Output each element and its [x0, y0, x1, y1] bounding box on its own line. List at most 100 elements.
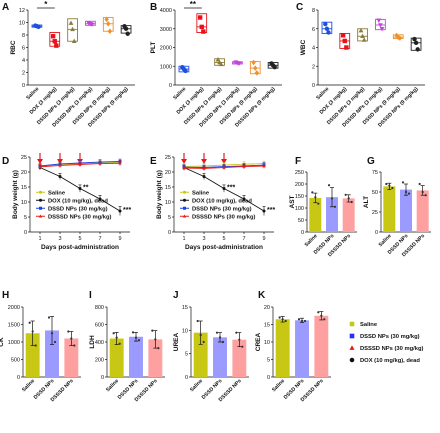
data-point: [112, 332, 115, 335]
data-point: [330, 197, 334, 200]
y-tick-label: 20: [21, 170, 27, 176]
y-tick-label: 2000: [160, 46, 172, 52]
data-point: [70, 337, 73, 340]
y-tick-label: 0: [169, 83, 172, 89]
y-tick-label: 25: [165, 155, 171, 161]
panel-label: K: [258, 290, 266, 301]
y-tick-label: 10: [264, 340, 270, 346]
legend-entry: DSSD NPs (30 mg/kg): [48, 206, 108, 212]
data-point: [251, 59, 256, 66]
y-tick-label: 1000: [8, 340, 20, 346]
data-point: [118, 342, 121, 345]
significance-label: ***: [123, 207, 131, 214]
data-point: [300, 319, 304, 323]
y-tick-label: 400: [95, 340, 104, 346]
x-category-label: Saline: [189, 378, 204, 393]
data-point: [242, 197, 246, 201]
data-point: [202, 175, 206, 178]
y-tick-label: 0: [312, 83, 315, 89]
y-tick-label: 200: [95, 358, 104, 364]
y-tick-label: 100: [295, 206, 304, 212]
bar: [416, 190, 429, 232]
y-axis-label: Body weight (g): [12, 170, 19, 219]
bar: [400, 189, 412, 232]
bar: [295, 320, 309, 377]
data-point: [106, 21, 111, 27]
y-axis-label: UREA: [173, 332, 180, 351]
y-tick-label: 1000: [160, 64, 172, 70]
legend-shared: Saline DSSD NPs (30 mg/kg) DSSSD NPs (30 m…: [349, 321, 424, 364]
data-point: [71, 38, 77, 44]
data-point: [311, 191, 314, 194]
data-point: [379, 26, 385, 32]
panel-label: J: [173, 290, 179, 301]
y-tick-label: 0: [301, 230, 304, 236]
legend-entry: DOX (10 mg/kg), dead: [192, 198, 252, 204]
data-point: [218, 61, 224, 67]
data-point: [98, 161, 102, 165]
data-point: [34, 344, 37, 347]
data-point: [385, 182, 388, 186]
bar: [64, 338, 79, 377]
data-point: [344, 45, 349, 50]
legend-marker: [349, 321, 355, 327]
y-tick-label: 6: [22, 46, 25, 52]
y-tick-label: 20: [165, 170, 171, 176]
y-tick-label: 250: [295, 170, 304, 176]
bar: [314, 315, 329, 377]
y-tick-label: 200: [295, 182, 304, 188]
bar: [109, 338, 124, 377]
x-axis-label: Days post-administration: [185, 244, 263, 251]
y-tick-label: 0: [17, 375, 20, 381]
legend-marker: [183, 198, 186, 202]
x-axis-label: Days post-administration: [41, 244, 119, 251]
y-tick-label: 4: [312, 46, 315, 52]
x-tick-label: 3: [58, 236, 61, 242]
y-tick-label: 8: [22, 33, 25, 39]
bar: [213, 337, 227, 377]
dose-arrow-head: [201, 159, 207, 164]
data-point: [47, 316, 51, 319]
data-point: [53, 340, 57, 344]
data-point: [202, 340, 205, 344]
legend-entry: Saline: [360, 322, 378, 328]
bar: [309, 197, 322, 232]
panel-E: 0 5 10 15 20 25 Body weight (g) E 1 3 5 7 9 Days post…: [150, 153, 275, 251]
data-point: [67, 330, 70, 333]
y-tick-label: 500: [11, 358, 20, 364]
y-axis-label: PLT: [150, 42, 157, 54]
legend-entry: DOX (10 mg/kg), dead: [48, 198, 108, 204]
dose-arrow-head: [181, 159, 187, 164]
data-point: [215, 57, 221, 62]
x-category-label: Saline: [304, 233, 319, 248]
y-tick-label: 25: [21, 155, 27, 161]
panel-label: F: [295, 156, 301, 167]
data-point: [340, 33, 346, 38]
y-tick-label: 4000: [160, 8, 172, 14]
x-category-label: Saline: [105, 378, 120, 393]
data-point: [314, 196, 317, 199]
data-point: [323, 21, 328, 27]
data-point: [70, 26, 76, 32]
x-category-label: Saline: [172, 86, 187, 101]
data-point: [303, 319, 307, 323]
data-point: [254, 70, 260, 76]
data-point: [281, 318, 284, 321]
panel-label: D: [2, 156, 9, 167]
legend-entry: DSSD NPs (30 mg/kg): [360, 334, 420, 340]
data-point: [397, 35, 403, 41]
data-point: [118, 209, 122, 213]
legend-marker: [183, 190, 186, 194]
y-tick-label: 1500: [8, 323, 20, 329]
y-tick-label: 20: [264, 305, 270, 311]
data-point: [199, 333, 202, 337]
bar: [383, 186, 396, 232]
data-point: [253, 65, 258, 71]
y-tick-label: 50: [298, 218, 304, 224]
legend-entry: Saline: [48, 190, 66, 196]
y-tick-label: 5: [185, 352, 188, 358]
